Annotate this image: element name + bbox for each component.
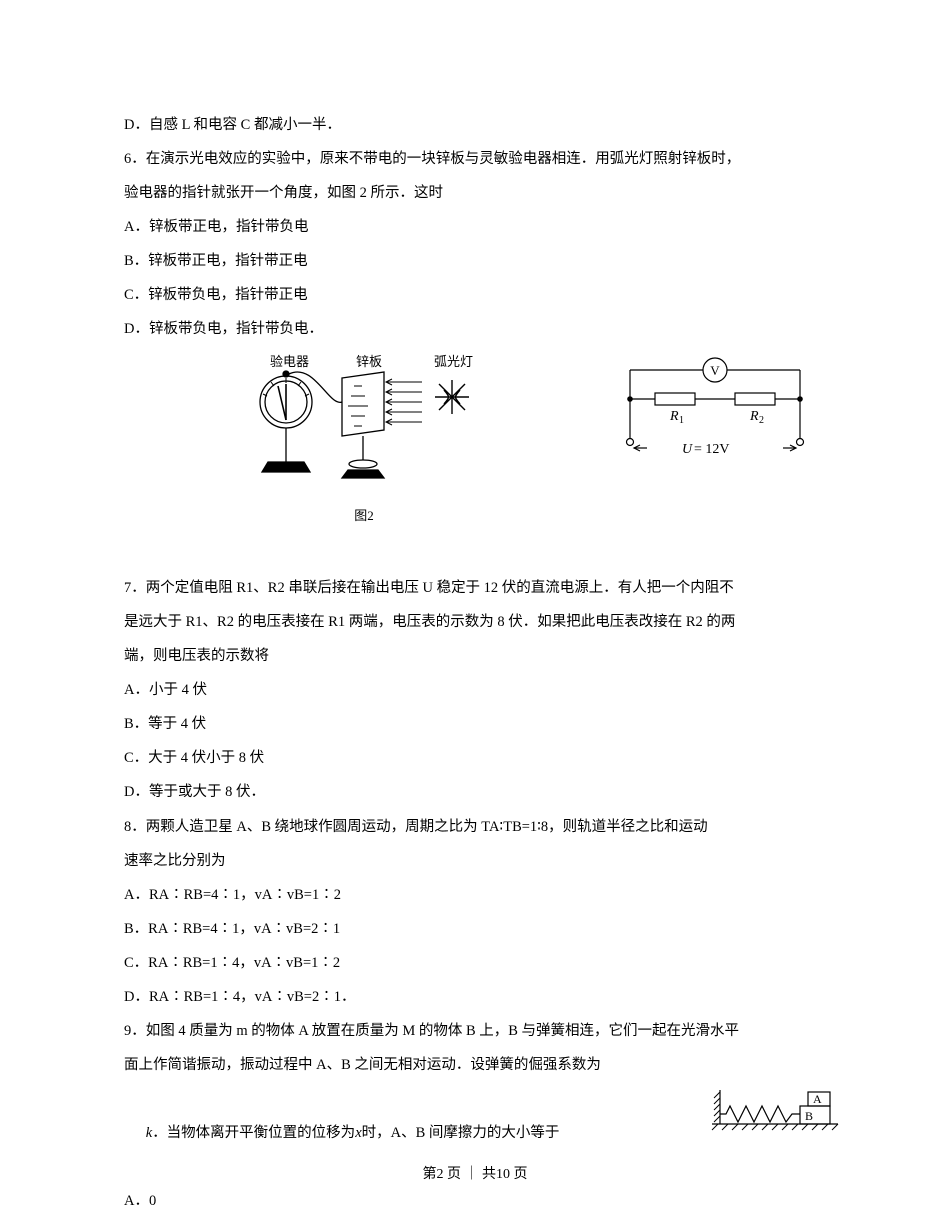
label-zinc-plate: 锌板: [356, 354, 382, 369]
figure-2-svg: 验电器 锌板 弧光灯: [234, 352, 494, 492]
u-prefix: U: [682, 442, 693, 457]
r1-sub: 1: [679, 415, 684, 426]
figure-2: 验电器 锌板 弧光灯: [234, 352, 494, 523]
q6-option-D: D．锌板带负电，指针带负电．: [124, 312, 840, 346]
q9-post: 时，A、B 间摩擦力的大小等于: [362, 1125, 560, 1141]
q9-stem-line1: 9．如图 4 质量为 m 的物体 A 放置在质量为 M 的物体 B 上，B 与弹…: [124, 1014, 840, 1048]
q8-option-A: A．RA∶RB=4∶1，vA∶vB=1∶2: [124, 878, 840, 912]
q7-stem-line2: 是远大于 R1、R2 的电压表接在 R1 两端，电压表的示数为 8 伏．如果把此…: [124, 605, 840, 639]
q7-stem-line1: 7．两个定值电阻 R1、R2 串联后接在输出电压 U 稳定于 12 伏的直流电源…: [124, 571, 840, 605]
page: D．自感 L 和电容 C 都减小一半． 6．在演示光电效应的实验中，原来不带电的…: [0, 0, 950, 1230]
figure-row: 验电器 锌板 弧光灯: [124, 352, 840, 523]
q9-stem-line2: 面上作简谐振动，振动过程中 A、B 之间无相对运动．设弹簧的倔强系数为: [124, 1048, 840, 1082]
q8-stem-line2: 速率之比分别为: [124, 844, 840, 878]
q5-option-D: D．自感 L 和电容 C 都减小一半．: [124, 108, 840, 142]
q6-option-A: A．锌板带正电，指针带负电: [124, 210, 840, 244]
circuit-figure: V R 1: [600, 352, 830, 495]
r1-label: R: [669, 409, 679, 424]
u-value: = 12V: [694, 442, 730, 457]
q8-option-D: D．RA∶RB=1∶4，vA∶vB=2∶1．: [124, 980, 840, 1014]
label-arc-lamp: 弧光灯: [434, 354, 473, 369]
fig4-label-A: A: [813, 1092, 822, 1106]
voltmeter-label: V: [710, 363, 720, 378]
r2-sub: 2: [759, 415, 764, 426]
label-electroscope: 验电器: [270, 354, 309, 369]
q8-option-B: B．RA∶RB=4∶1，vA∶vB=2∶1: [124, 912, 840, 946]
fig4-label-B: B: [805, 1109, 813, 1123]
r2-label: R: [749, 409, 759, 424]
q9-option-A: A．0: [124, 1184, 840, 1218]
page-footer: 第2 页 ｜ 共10 页: [0, 1168, 950, 1182]
figure-2-caption: 图2: [234, 508, 494, 524]
figure-4-svg: B A: [710, 1084, 840, 1136]
q6-stem-line2: 验电器的指针就张开一个角度，如图 2 所示．这时: [124, 176, 840, 210]
q7-option-D: D．等于或大于 8 伏．: [124, 775, 840, 809]
q7-option-A: A．小于 4 伏: [124, 673, 840, 707]
q6-option-C: C．锌板带负电，指针带正电: [124, 278, 840, 312]
q7-option-C: C．大于 4 伏小于 8 伏: [124, 741, 840, 775]
figure-4: B A: [710, 1084, 840, 1149]
q6-stem-line1: 6．在演示光电效应的实验中，原来不带电的一块锌板与灵敏验电器相连．用弧光灯照射锌…: [124, 142, 840, 176]
circuit-svg: V R 1: [600, 352, 830, 482]
q8-option-C: C．RA∶RB=1∶4，vA∶vB=1∶2: [124, 946, 840, 980]
spacer: [124, 533, 840, 571]
q7-option-B: B．等于 4 伏: [124, 707, 840, 741]
q9-mid: ．当物体离开平衡位置的位移为: [152, 1125, 355, 1141]
q7-stem-line3: 端，则电压表的示数将: [124, 639, 840, 673]
q8-stem-line1: 8．两颗人造卫星 A、B 绕地球作圆周运动，周期之比为 TA∶TB=1∶8，则轨…: [124, 810, 840, 844]
q6-option-B: B．锌板带正电，指针带正电: [124, 244, 840, 278]
